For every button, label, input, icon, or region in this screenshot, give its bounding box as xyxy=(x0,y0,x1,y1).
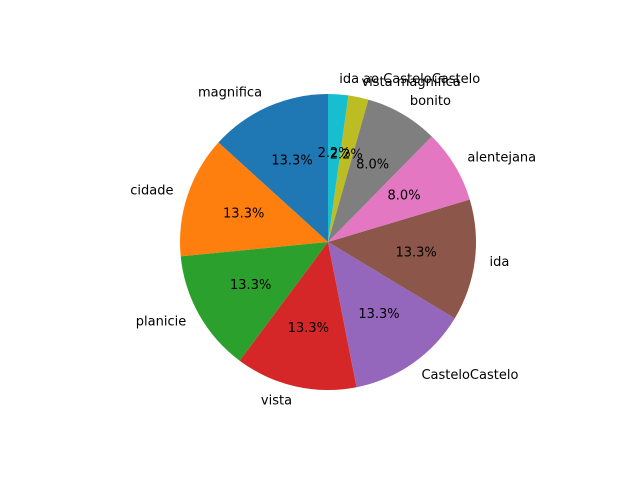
percent-label-7: 8.0% xyxy=(356,158,389,173)
pie-slice-3 xyxy=(239,242,357,390)
slice-label-8: vista magnifica xyxy=(361,75,460,90)
pie-slice-9 xyxy=(328,94,349,242)
percent-labels: 13.3%13.3%13.3%13.3%13.3%13.3%8.0%8.0%2.… xyxy=(223,146,437,336)
percent-label-4: 13.3% xyxy=(358,307,399,322)
slice-label-5: ida xyxy=(490,255,510,270)
pie-slice-0 xyxy=(218,94,328,242)
slice-labels: magnifica cidade planicie vista CasteloCaste… xyxy=(130,72,536,408)
pie-slice-1 xyxy=(180,142,328,257)
slice-label-3: vista xyxy=(261,393,292,408)
slice-label-9: ida ao CasteloCastelo xyxy=(339,72,480,87)
slice-label-1: cidade xyxy=(130,183,173,198)
pie-slices xyxy=(180,94,477,390)
pie-slice-8 xyxy=(328,95,369,242)
slice-label-0: magnifica xyxy=(198,86,262,101)
slice-label-7: bonito xyxy=(410,94,451,109)
percent-label-0: 13.3% xyxy=(271,153,312,168)
percent-label-9: 2.2% xyxy=(318,146,351,161)
slice-label-2: planicie xyxy=(136,315,186,330)
pie-slice-5 xyxy=(328,199,477,319)
pie-slice-6 xyxy=(328,136,470,242)
slice-label-4: CasteloCastelo xyxy=(421,368,518,383)
pie-slice-2 xyxy=(180,242,328,361)
percent-label-3: 13.3% xyxy=(288,321,329,336)
percent-label-5: 13.3% xyxy=(395,246,436,261)
percent-label-2: 13.3% xyxy=(230,278,271,293)
pie-slice-4 xyxy=(328,242,455,388)
pie-slice-7 xyxy=(328,99,432,243)
slice-label-6: alentejana xyxy=(467,150,536,165)
percent-label-1: 13.3% xyxy=(223,207,264,222)
percent-label-6: 8.0% xyxy=(388,189,421,204)
percent-label-8: 2.2% xyxy=(330,148,363,163)
